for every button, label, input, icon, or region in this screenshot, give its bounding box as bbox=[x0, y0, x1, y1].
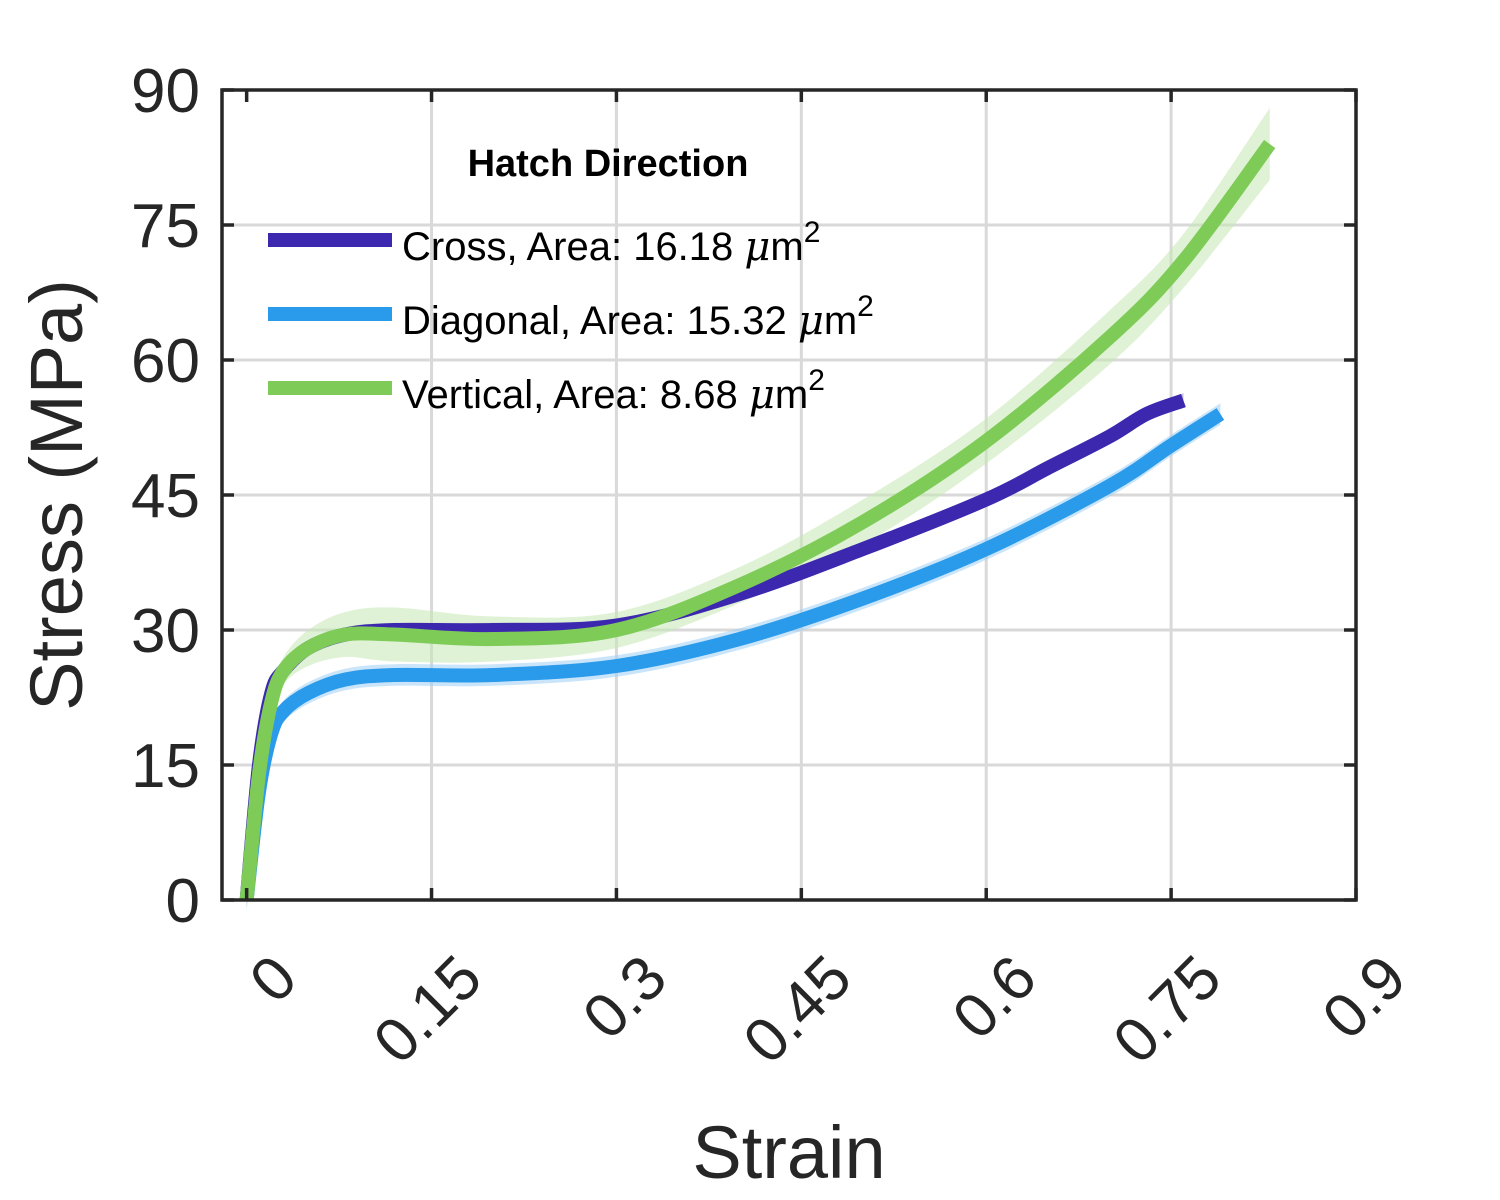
legend-exponent: 2 bbox=[857, 290, 874, 323]
legend-title: Hatch Direction bbox=[468, 143, 749, 185]
x-tick-label: 0 bbox=[237, 943, 310, 1016]
legend-entry: Cross, Area: 16.18 μm2 bbox=[402, 216, 820, 270]
y-tick-label: 90 bbox=[131, 57, 200, 126]
legend: Hatch Direction Cross, Area: 16.18 μm2Di… bbox=[268, 143, 874, 418]
x-axis-title: Strain bbox=[692, 1111, 885, 1194]
y-tick-label: 60 bbox=[131, 327, 200, 396]
legend-unit: m bbox=[775, 373, 808, 417]
legend-entry: Diagonal, Area: 15.32 μm2 bbox=[402, 290, 874, 344]
y-axis-title: Stress (MPa) bbox=[15, 279, 98, 711]
legend-unit: m bbox=[770, 225, 803, 269]
x-tick-label: 0.6 bbox=[940, 943, 1050, 1053]
y-tick-label: 15 bbox=[131, 732, 200, 801]
legend-entry-label: Diagonal, Area: 15.32 bbox=[402, 299, 798, 343]
y-tick-label: 75 bbox=[131, 192, 200, 261]
legend-entry: Vertical, Area: 8.68 μm2 bbox=[402, 364, 825, 418]
legend-entry-label: Vertical, Area: 8.68 bbox=[402, 373, 749, 417]
x-tick-label: 0.9 bbox=[1310, 943, 1420, 1053]
x-tick-label: 0.45 bbox=[731, 943, 865, 1077]
legend-exponent: 2 bbox=[808, 364, 825, 397]
y-tick-label: 30 bbox=[131, 597, 200, 666]
y-tick-label: 45 bbox=[131, 462, 200, 531]
x-tick-label: 0.15 bbox=[361, 943, 495, 1077]
x-tick-label: 0.75 bbox=[1100, 943, 1234, 1077]
legend-unit: m bbox=[824, 299, 857, 343]
x-tick-label: 0.3 bbox=[570, 943, 680, 1053]
y-tick-label: 0 bbox=[166, 867, 200, 936]
series-lines bbox=[239, 139, 1276, 901]
series-line bbox=[239, 139, 1276, 901]
grid bbox=[222, 90, 1356, 900]
legend-unit-symbol: μ bbox=[798, 298, 824, 344]
series-line bbox=[239, 408, 1225, 901]
legend-unit-symbol: μ bbox=[749, 372, 775, 418]
legend-exponent: 2 bbox=[804, 216, 821, 249]
legend-unit-symbol: μ bbox=[744, 224, 770, 270]
legend-entry-label: Cross, Area: 16.18 bbox=[402, 225, 744, 269]
